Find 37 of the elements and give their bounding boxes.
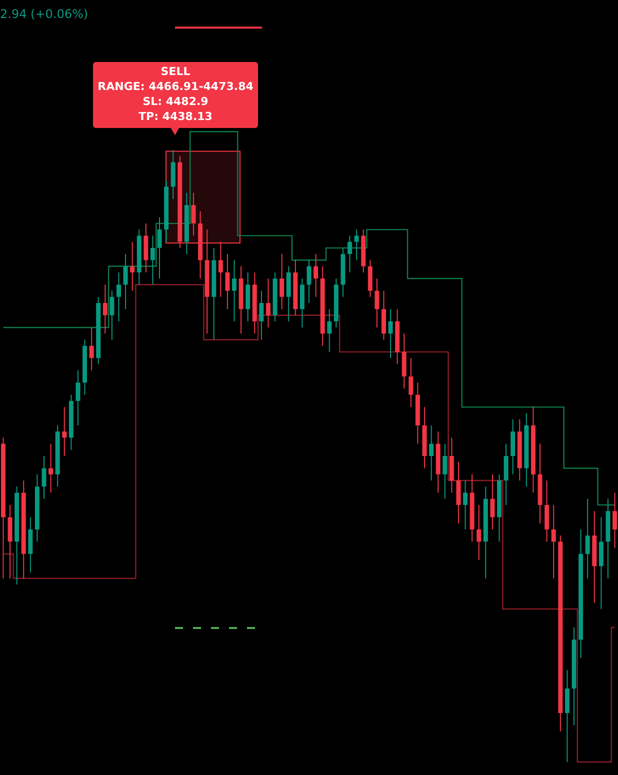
candlestick xyxy=(354,229,359,261)
candlestick xyxy=(585,498,590,579)
candlestick xyxy=(62,406,67,456)
candlestick xyxy=(612,492,618,548)
candlestick xyxy=(463,480,468,530)
candlestick xyxy=(191,192,196,236)
text: 2.94 (+0.06%) xyxy=(0,7,88,21)
candlestick xyxy=(306,260,312,304)
candlestick xyxy=(42,456,46,500)
candlestick xyxy=(327,308,332,352)
candlestick xyxy=(89,326,94,371)
candlestick xyxy=(218,241,223,298)
candlestick xyxy=(116,272,121,322)
candlestick xyxy=(225,254,230,310)
text: SELL RANGE: 4466.91-4473.84 SL: 4482.9 TP: 4438.13 xyxy=(98,65,254,123)
candlestick xyxy=(280,254,284,310)
candlestick xyxy=(110,290,114,340)
candlestick xyxy=(314,254,318,298)
candlestick xyxy=(123,254,128,310)
candlestick xyxy=(130,241,135,292)
candlestick xyxy=(266,278,270,328)
candlestick xyxy=(150,235,155,286)
candlestick xyxy=(48,443,54,494)
candlestick xyxy=(157,216,162,280)
candlestick xyxy=(232,260,237,322)
candlestick xyxy=(490,474,495,530)
candlestick xyxy=(388,308,393,359)
candlestick xyxy=(476,504,482,561)
candlestick xyxy=(102,284,108,334)
candlestick xyxy=(76,370,80,426)
candlestick xyxy=(374,278,380,328)
candlestick xyxy=(408,358,414,408)
candlestick xyxy=(442,443,448,500)
candlestick xyxy=(551,504,556,579)
candlestick xyxy=(348,235,352,273)
candlestick xyxy=(429,424,434,481)
candlestick xyxy=(259,290,264,340)
